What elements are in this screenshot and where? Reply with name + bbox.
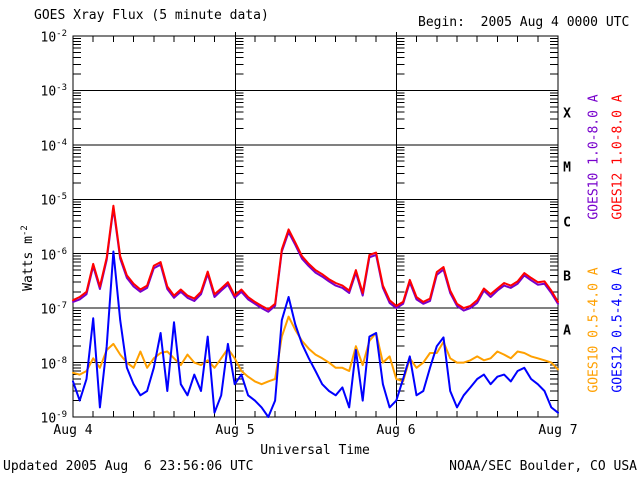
y-tick-base: 10 (40, 84, 57, 100)
legend-entry-goes10-0-5-4-0-a: GOES10 0.5-4.0 A (586, 267, 602, 393)
y-tick-label: 10-6 (0, 245, 68, 264)
y-tick-exponent: -5 (56, 192, 67, 202)
y-tick-exponent: -9 (56, 410, 67, 420)
y-tick-label: 10-2 (0, 27, 68, 46)
axis-tick-marks (73, 32, 558, 425)
x-tick-label: Aug 7 (538, 423, 578, 438)
y-tick-exponent: -6 (56, 247, 67, 257)
x-axis-label: Universal Time (260, 443, 370, 458)
y-tick-base: 10 (40, 357, 57, 373)
y-tick-base: 10 (40, 139, 57, 155)
curve-goes10-0-5-4-0-a (72, 315, 559, 386)
x-tick-label: Aug 6 (376, 423, 416, 438)
y-tick-base: 10 (40, 248, 57, 264)
y-tick-label: 10-3 (0, 81, 68, 100)
y-tick-exponent: -7 (56, 301, 67, 311)
y-tick-label: 10-8 (0, 354, 68, 373)
flare-class-label-a: A (563, 323, 571, 339)
y-tick-exponent: -3 (56, 83, 67, 93)
legend-entry-goes12-1-0-8-0-a: GOES12 1.0-8.0 A (610, 94, 626, 220)
y-tick-label: 10-9 (0, 408, 68, 427)
flare-class-label-x: X (563, 106, 571, 122)
x-tick-label: Aug 4 (53, 423, 93, 438)
flare-class-label-m: M (563, 160, 571, 176)
begin-timestamp: Begin: 2005 Aug 4 0000 UTC (418, 15, 630, 30)
y-tick-base: 10 (40, 193, 57, 209)
y-tick-label: 10-5 (0, 190, 68, 209)
y-tick-base: 10 (40, 302, 57, 318)
y-tick-label: 10-4 (0, 136, 68, 155)
flare-class-label-c: C (563, 215, 571, 231)
credit-label: NOAA/SEC Boulder, CO USA (449, 459, 637, 474)
y-tick-exponent: -2 (56, 29, 67, 39)
legend-entry-goes12-0-5-4-0-a: GOES12 0.5-4.0 A (610, 267, 626, 393)
curve-goes12-1-0-8-0-a (72, 204, 559, 311)
curve-goes12-0-5-4-0-a (72, 250, 559, 418)
y-tick-label: 10-7 (0, 299, 68, 318)
chart-title: GOES Xray Flux (5 minute data) (34, 8, 269, 23)
y-axis-label-exponent: -2 (19, 225, 30, 237)
y-tick-exponent: -8 (56, 356, 67, 366)
updated-timestamp: Updated 2005 Aug 6 23:56:06 UTC (3, 459, 254, 474)
y-tick-exponent: -4 (56, 138, 67, 148)
legend-entry-goes10-1-0-8-0-a: GOES10 1.0-8.0 A (586, 94, 602, 220)
flare-class-label-b: B (563, 269, 571, 285)
y-tick-base: 10 (40, 411, 57, 427)
curve-goes10-1-0-8-0-a (72, 207, 559, 313)
x-tick-label: Aug 5 (215, 423, 255, 438)
y-tick-base: 10 (40, 30, 57, 46)
